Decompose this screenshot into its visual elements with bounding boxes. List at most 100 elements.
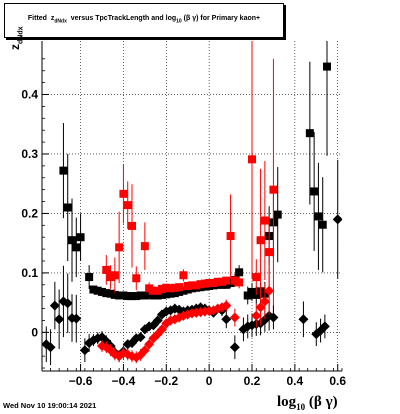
x-tick-label: 0.6 [329, 374, 346, 388]
data-point [229, 342, 240, 353]
data-point [115, 243, 124, 252]
data-point [144, 339, 155, 350]
data-point [72, 243, 81, 252]
data-point [255, 302, 266, 313]
chart-title: Fitted zdNdx versus TpcTrackLength and l… [27, 15, 261, 25]
data-point [119, 189, 128, 198]
data-point [85, 273, 94, 282]
data-point [273, 210, 282, 219]
data-point [119, 291, 128, 300]
x-axis-title: log10 (β γ) [277, 394, 338, 412]
data-point [269, 185, 278, 194]
data-point [158, 284, 166, 293]
y-tick-label: 0.4 [21, 88, 38, 102]
data-point [235, 278, 244, 287]
data-point [314, 212, 323, 221]
data-point [264, 285, 275, 296]
data-point [132, 292, 141, 301]
data-point [209, 279, 218, 287]
data-point [102, 289, 111, 298]
data-point [222, 276, 231, 285]
data-point [205, 279, 214, 287]
data-point [98, 287, 106, 296]
data-point [140, 242, 149, 251]
data-point [153, 286, 162, 295]
date-stamp: Wed Nov 10 19:00:14 2021 [3, 401, 97, 410]
data-point [49, 300, 60, 311]
data-point [135, 332, 146, 343]
data-point [115, 291, 124, 300]
x-tick-label: −0.4 [112, 374, 136, 388]
x-tick-label: 0 [206, 374, 213, 388]
plot-area [42, 41, 342, 371]
data-point [319, 321, 330, 332]
x-tick-label: −0.6 [69, 374, 93, 388]
data-point [152, 315, 163, 326]
data-point [305, 129, 314, 138]
data-point [102, 265, 111, 274]
data-point [229, 312, 240, 323]
data-point [158, 290, 166, 299]
data-point [166, 289, 175, 298]
data-point [140, 291, 149, 300]
data-point [149, 286, 158, 295]
data-point [235, 268, 244, 277]
y-tick-label: 0.2 [21, 206, 38, 220]
y-axis-title: zdNdx [8, 26, 25, 51]
data-point [136, 291, 145, 300]
y-tick-label: 0.3 [21, 147, 38, 161]
x-tick-label: −0.2 [154, 374, 178, 388]
data-point [265, 248, 274, 257]
data-point [45, 342, 56, 353]
data-point [243, 291, 252, 300]
data-point [145, 284, 154, 293]
data-point [128, 221, 136, 230]
data-point [76, 233, 85, 242]
data-point [157, 324, 167, 335]
data-point [162, 290, 171, 299]
data-point [175, 287, 184, 296]
data-point [310, 187, 319, 196]
data-point [248, 155, 256, 164]
data-point [162, 283, 171, 292]
data-point [110, 290, 119, 299]
data-point [179, 271, 188, 280]
data-point [256, 236, 265, 245]
data-point [139, 345, 150, 356]
data-point [79, 345, 90, 356]
data-point [106, 273, 115, 282]
data-point [170, 289, 179, 298]
data-point [166, 284, 175, 293]
data-point [110, 271, 119, 280]
data-point [170, 283, 179, 292]
data-point [123, 201, 132, 210]
data-point [62, 298, 73, 309]
data-point [332, 214, 342, 225]
data-point [226, 279, 235, 287]
data-point [71, 313, 82, 324]
data-point [268, 312, 279, 323]
data-point [68, 236, 76, 245]
y-tick-label: 0.1 [21, 266, 38, 280]
series-3 [97, 266, 275, 364]
data-point [123, 292, 132, 301]
series-1 [102, 41, 278, 321]
data-point [221, 300, 232, 311]
data-point [179, 286, 188, 295]
data-point [251, 310, 262, 321]
data-point [89, 285, 98, 294]
data-point [318, 220, 327, 229]
data-point [63, 203, 72, 212]
x-tick-label: 0.2 [244, 374, 261, 388]
y-tick-label: 0 [31, 325, 38, 339]
data-point [175, 283, 184, 292]
marks-group [42, 41, 342, 366]
data-point [221, 314, 232, 325]
data-point [132, 274, 141, 283]
data-point [298, 314, 309, 325]
data-point [106, 289, 115, 298]
title-box: Fitted zdNdx versus TpcTrackLength and l… [4, 3, 284, 38]
data-point [218, 277, 226, 286]
data-point [149, 291, 158, 300]
